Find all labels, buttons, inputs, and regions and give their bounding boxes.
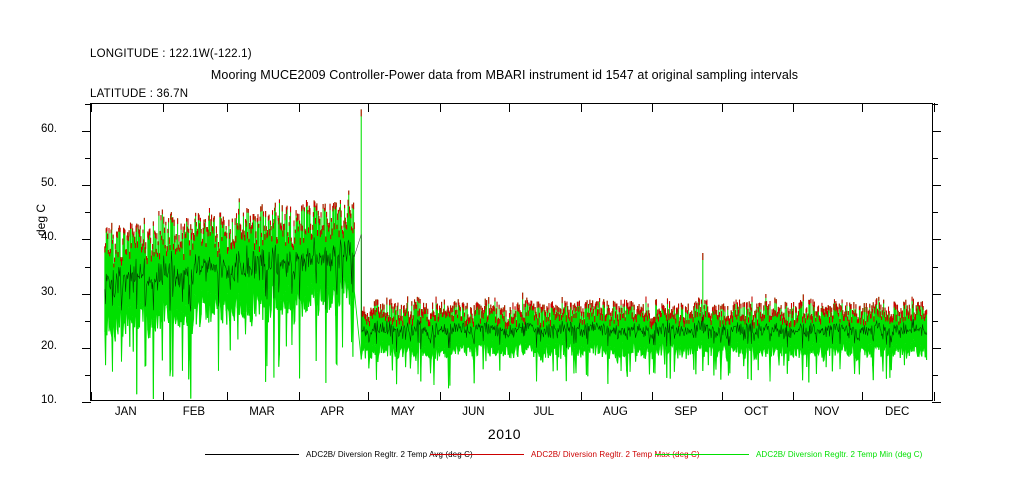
y-tick <box>82 402 91 403</box>
y-tick <box>82 293 91 295</box>
y-tick <box>932 158 938 160</box>
x-tick-label: JUL <box>533 406 555 418</box>
y-tick <box>932 347 941 349</box>
legend-swatch <box>430 454 524 455</box>
temp-avg-trace <box>104 234 927 353</box>
x-tick <box>298 103 300 112</box>
y-tick <box>82 131 91 133</box>
x-tick <box>793 392 795 401</box>
temp-max-trace <box>104 109 928 329</box>
legend-swatch <box>205 454 299 455</box>
x-tick <box>509 103 511 112</box>
y-tick <box>932 212 938 214</box>
y-tick <box>85 212 91 214</box>
x-tick <box>162 103 164 112</box>
x-tick <box>934 103 935 112</box>
legend-item: ADC2B/ Diversion Regltr. 2 Temp Max (deg… <box>430 450 700 459</box>
chart-title: Mooring MUCE2009 Controller-Power data f… <box>210 68 799 82</box>
y-tick-label: 20. <box>41 339 57 352</box>
y-tick <box>932 402 941 403</box>
y-tick <box>932 131 941 133</box>
y-tick <box>932 266 938 268</box>
x-tick-label: SEP <box>674 406 698 418</box>
x-tick <box>862 103 864 112</box>
y-tick <box>85 158 91 160</box>
x-tick <box>162 392 164 401</box>
x-tick-label: NOV <box>814 406 840 418</box>
latitude-text: LATITUDE : 36.7N <box>90 88 189 101</box>
legend-label: ADC2B/ Diversion Regltr. 2 Temp Max (deg… <box>531 450 700 459</box>
x-tick <box>652 392 654 401</box>
series-canvas <box>91 104 932 400</box>
x-tick <box>652 103 654 112</box>
y-tick <box>82 347 91 349</box>
x-tick <box>298 392 300 401</box>
x-tick <box>721 103 723 112</box>
y-tick <box>932 185 941 187</box>
x-tick <box>368 103 370 112</box>
x-tick <box>862 392 864 401</box>
y-tick <box>82 239 91 241</box>
y-tick <box>85 104 91 105</box>
x-tick-label: JAN <box>114 406 137 418</box>
y-tick <box>85 320 91 322</box>
timeseries-traces <box>104 109 928 399</box>
x-tick-label: JUN <box>462 406 485 418</box>
x-tick-label: OCT <box>744 406 769 418</box>
x-tick <box>934 392 935 401</box>
x-tick <box>721 392 723 401</box>
legend-item: ADC2B/ Diversion Regltr. 2 Temp Min (deg… <box>655 450 922 459</box>
legend-swatch <box>655 454 749 455</box>
y-tick <box>932 239 941 241</box>
x-tick <box>91 103 92 112</box>
x-tick <box>227 103 229 112</box>
x-tick <box>439 392 441 401</box>
x-tick <box>368 392 370 401</box>
y-tick-label: 10. <box>41 394 57 406</box>
x-tick <box>91 392 92 401</box>
x-tick <box>439 103 441 112</box>
longitude-text: LONGITUDE : 122.1W(-122.1) <box>90 48 252 61</box>
chart-legend: ADC2B/ Diversion Regltr. 2 Temp Avg (deg… <box>0 450 1009 466</box>
x-tick-label: MAY <box>390 406 415 418</box>
x-axis-title: 2010 <box>487 426 522 442</box>
y-tick <box>932 293 941 295</box>
x-tick <box>580 103 582 112</box>
temp-min-envelope <box>104 274 928 399</box>
x-tick <box>580 392 582 401</box>
y-tick <box>932 374 938 376</box>
y-tick-label: 30. <box>41 285 57 298</box>
legend-label: ADC2B/ Diversion Regltr. 2 Temp Avg (deg… <box>306 450 473 459</box>
y-tick <box>85 374 91 376</box>
y-tick-label: 60. <box>41 123 57 136</box>
y-tick <box>85 266 91 268</box>
x-tick-label: APR <box>320 406 345 418</box>
x-tick-label: AUG <box>602 406 628 418</box>
y-tick <box>932 104 938 105</box>
y-tick-label: 40. <box>41 231 57 244</box>
x-tick-label: DEC <box>885 406 910 418</box>
x-tick <box>509 392 511 401</box>
legend-item: ADC2B/ Diversion Regltr. 2 Temp Avg (deg… <box>205 450 473 459</box>
y-tick-label: 50. <box>41 177 57 190</box>
x-tick <box>793 103 795 112</box>
x-tick-label: MAR <box>249 406 275 418</box>
x-tick <box>227 392 229 401</box>
plot-area <box>82 103 941 403</box>
x-tick-label: FEB <box>182 406 206 418</box>
y-tick <box>82 185 91 187</box>
y-tick <box>932 320 938 322</box>
legend-label: ADC2B/ Diversion Regltr. 2 Temp Min (deg… <box>756 450 923 459</box>
